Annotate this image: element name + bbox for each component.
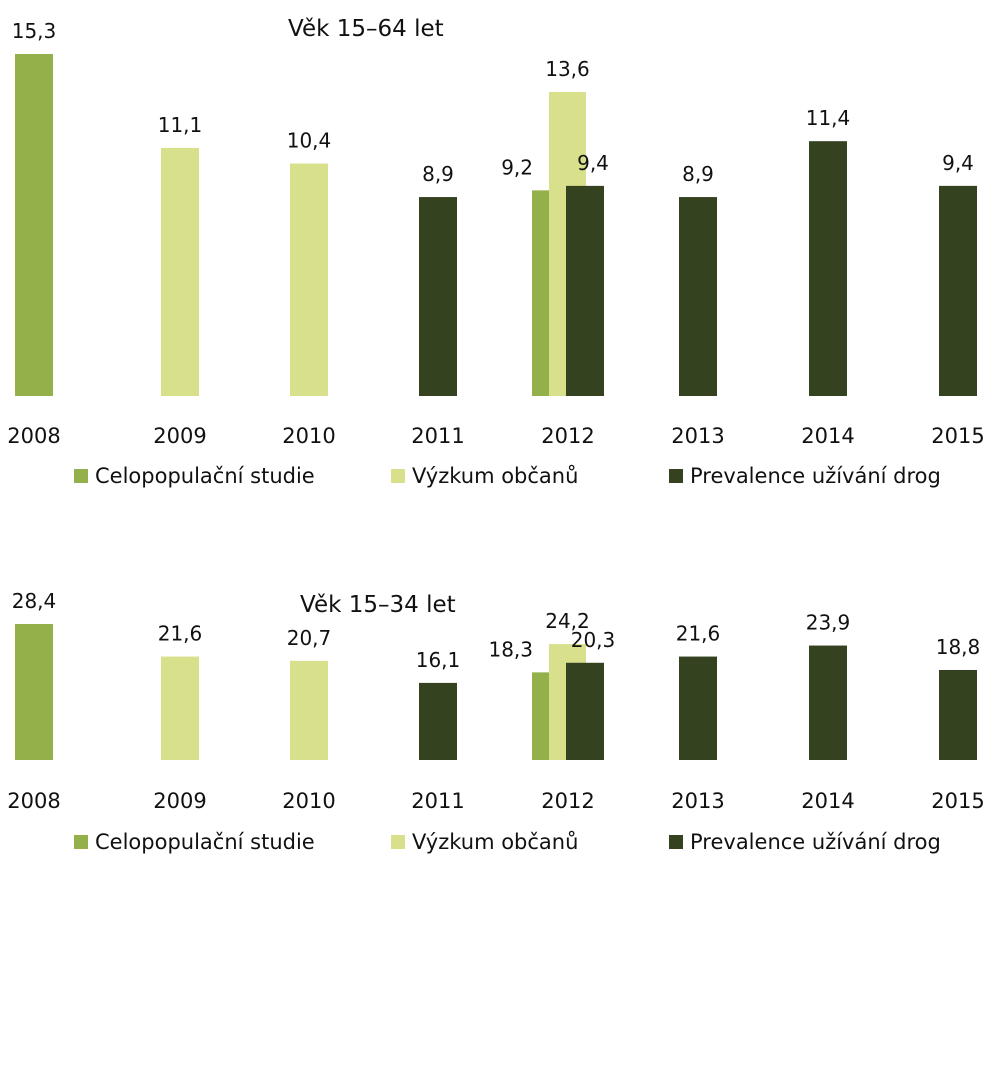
bar-celopopula-n-studie [532, 672, 550, 760]
data-label: 18,3 [488, 637, 533, 661]
x-tick-label: 2014 [801, 424, 854, 448]
bar-prevalence-u-v-n-drog [419, 197, 457, 396]
legend-swatch [391, 469, 405, 483]
x-tick-label: 2011 [411, 789, 464, 813]
legend-swatch [74, 469, 88, 483]
data-label: 9,2 [501, 155, 533, 179]
data-label: 15,3 [12, 19, 57, 43]
data-label: 20,7 [287, 626, 332, 650]
bar-v-zkum-ob-an- [290, 660, 328, 760]
data-label: 23,9 [806, 611, 851, 635]
bar-prevalence-u-v-n-drog [939, 185, 977, 396]
data-label: 8,9 [422, 162, 454, 186]
legend-swatch [669, 835, 683, 849]
data-label: 21,6 [676, 622, 721, 646]
legend-swatch [391, 835, 405, 849]
x-tick-label: 2013 [671, 424, 724, 448]
bar-prevalence-u-v-n-drog [939, 669, 977, 760]
bar-prevalence-u-v-n-drog [809, 645, 847, 760]
bar-v-zkum-ob-an- [161, 147, 199, 396]
data-label: 21,6 [158, 622, 203, 646]
x-tick-label: 2010 [282, 424, 335, 448]
x-tick-label: 2015 [931, 424, 984, 448]
chart-age-15-34: Věk 15–34 let 2008 2009 2010 2011 2012 2013 201… [7, 589, 984, 854]
legend-label: Výzkum občanů [412, 464, 578, 488]
chart-title: Věk 15–64 let [288, 16, 444, 42]
x-tick-label: 2008 [7, 424, 60, 448]
data-label: 10,4 [287, 129, 332, 153]
data-label: 9,4 [942, 151, 974, 175]
bar-prevalence-u-v-n-drog [566, 185, 604, 396]
x-tick-label: 2010 [282, 789, 335, 813]
chart-age-15-64: Věk 15–64 let 2008 2009 2010 2011 2012 2013 201… [7, 16, 984, 488]
legend-label: Výzkum občanů [412, 830, 578, 854]
x-tick-label: 2012 [541, 424, 594, 448]
legend-swatch [74, 835, 88, 849]
x-tick-label: 2009 [153, 424, 206, 448]
legend-label: Prevalence užívání drog [690, 464, 941, 488]
bar-prevalence-u-v-n-drog [679, 656, 717, 760]
data-label: 16,1 [416, 648, 461, 672]
bar-prevalence-u-v-n-drog [419, 682, 457, 760]
chart-title: Věk 15–34 let [300, 592, 456, 618]
x-tick-label: 2012 [541, 789, 594, 813]
data-label: 11,4 [806, 106, 851, 130]
data-label: 8,9 [682, 162, 714, 186]
data-label: 20,3 [571, 628, 616, 652]
x-tick-label: 2013 [671, 789, 724, 813]
bar-v-zkum-ob-an- [161, 656, 199, 760]
x-tick-label: 2008 [7, 789, 60, 813]
bar-prevalence-u-v-n-drog [566, 662, 604, 760]
bar-prevalence-u-v-n-drog [809, 141, 847, 396]
bar-prevalence-u-v-n-drog [679, 197, 717, 396]
data-label: 13,6 [545, 57, 590, 81]
legend-label: Prevalence užívání drog [690, 830, 941, 854]
data-label: 18,8 [936, 635, 981, 659]
data-label: 24,2 [545, 609, 590, 633]
bar-celopopula-n-studie [15, 54, 53, 396]
data-label: 11,1 [158, 113, 203, 137]
legend-label: Celopopulační studie [95, 830, 315, 854]
legend-label: Celopopulační studie [95, 464, 315, 488]
bar-v-zkum-ob-an- [290, 163, 328, 396]
bar-celopopula-n-studie [532, 190, 550, 396]
x-tick-label: 2014 [801, 789, 854, 813]
legend-swatch [669, 469, 683, 483]
x-tick-label: 2009 [153, 789, 206, 813]
x-tick-label: 2011 [411, 424, 464, 448]
data-label: 9,4 [577, 151, 609, 175]
bar-celopopula-n-studie [15, 624, 53, 760]
data-label: 28,4 [12, 589, 57, 613]
x-tick-label: 2015 [931, 789, 984, 813]
